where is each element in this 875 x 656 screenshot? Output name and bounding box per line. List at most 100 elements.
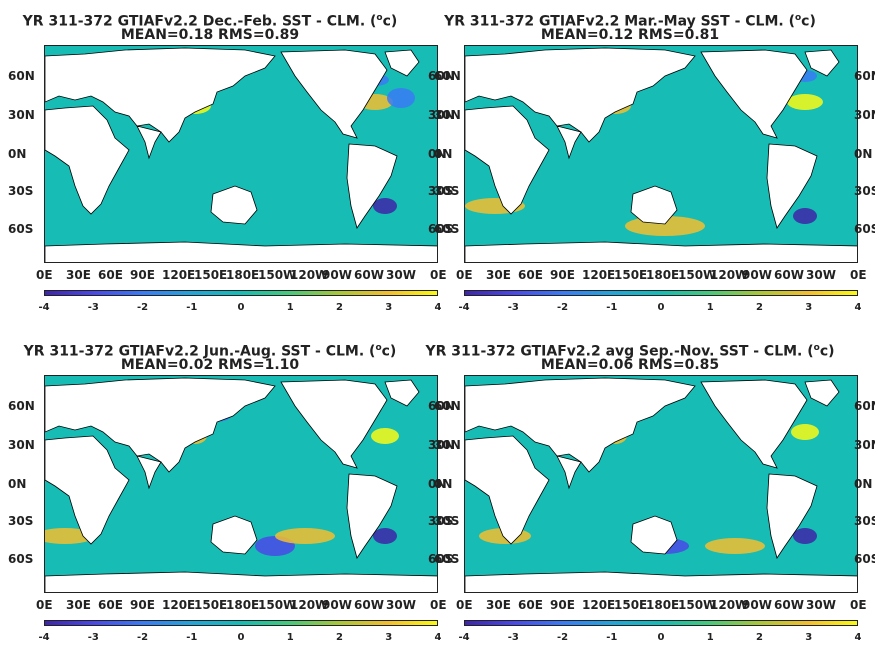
- lon-tick: 150W: [258, 268, 297, 282]
- lon-tick: 60E: [518, 268, 543, 282]
- lat-tick-left: 60S: [8, 552, 34, 566]
- lat-tick-right: 30N: [854, 108, 875, 122]
- lat-tick-right: 60N: [854, 69, 875, 83]
- landmass: [556, 455, 582, 490]
- lon-tick: 120E: [582, 268, 616, 282]
- sst-anomaly-map: [464, 45, 858, 263]
- lat-tick-left: 0N: [8, 147, 27, 161]
- panel-son: YR 311-372 GTIAFv2.2 avg Sep.-Nov. SST -…: [420, 330, 875, 650]
- lat-tick-right: 60N: [854, 399, 875, 413]
- anomaly-patch: [371, 428, 399, 444]
- lon-tick: 30E: [66, 598, 91, 612]
- lat-tick-right: 30S: [434, 514, 460, 528]
- chart-title-text: YR 311-372 GTIAFv2.2 Jun.-Aug. SST - CLM…: [23, 343, 376, 360]
- lon-tick: 60W: [774, 268, 804, 282]
- landmass: [45, 241, 437, 262]
- lon-tick: 0E: [456, 598, 473, 612]
- lon-tick: 120E: [162, 598, 196, 612]
- colorbar: [464, 290, 858, 296]
- landmass: [384, 379, 420, 407]
- lon-tick: 60W: [774, 598, 804, 612]
- anomaly-patch: [793, 208, 817, 224]
- lon-tick: 30E: [66, 268, 91, 282]
- lon-tick: 150W: [678, 268, 717, 282]
- lat-tick-left: 30S: [8, 514, 34, 528]
- colorbar: [464, 620, 858, 626]
- lat-tick-left: 60N: [428, 69, 455, 83]
- chart-stats: MEAN=0.12 RMS=0.81: [540, 27, 720, 43]
- lon-tick: 60W: [354, 268, 384, 282]
- lon-tick: 120E: [162, 268, 196, 282]
- landmass: [384, 49, 420, 77]
- degree-sup: o: [794, 13, 802, 23]
- chart-title: YR 311-372 GTIAFv2.2 Jun.-Aug. SST - CLM…: [0, 340, 420, 360]
- landmass: [465, 241, 857, 262]
- colorbar-tick: 3: [805, 632, 813, 643]
- lat-tick-right: 60S: [854, 222, 875, 236]
- lon-tick: 30W: [386, 268, 416, 282]
- colorbar-tick: -4: [458, 302, 470, 313]
- lat-tick-left: 60N: [8, 399, 35, 413]
- chart-stats: MEAN=0.06 RMS=0.85: [540, 357, 720, 373]
- landmass: [280, 49, 388, 139]
- lon-tick: 0E: [850, 268, 867, 282]
- lon-tick: 150E: [614, 268, 648, 282]
- lon-tick: 90W: [322, 598, 352, 612]
- lon-tick: 90E: [130, 268, 155, 282]
- colorbar-tick: 2: [336, 632, 343, 643]
- landmass: [630, 515, 678, 555]
- lat-tick-right: 30N: [434, 108, 461, 122]
- colorbar-tick: -4: [458, 632, 470, 643]
- lon-tick: 120E: [582, 598, 616, 612]
- panel-mam: YR 311-372 GTIAFv2.2 Mar.-May SST - CLM.…: [420, 0, 875, 320]
- lon-tick: 90W: [742, 268, 772, 282]
- lat-tick-left: 30N: [8, 438, 35, 452]
- landmass: [346, 143, 398, 229]
- lat-tick-right: 0N: [434, 147, 453, 161]
- lon-tick: 0E: [456, 268, 473, 282]
- anomaly-patch: [387, 88, 415, 108]
- colorbar-tick: -1: [186, 632, 198, 643]
- map-canvas: [465, 376, 857, 592]
- landmass: [45, 377, 276, 473]
- lat-tick-right: 30N: [434, 438, 461, 452]
- lon-tick: 30W: [386, 598, 416, 612]
- lon-tick: 150E: [614, 598, 648, 612]
- chart-title: YR 311-372 GTIAFv2.2 Mar.-May SST - CLM.…: [420, 10, 840, 30]
- colorbar-tick: -1: [606, 302, 618, 313]
- lat-tick-right: 60S: [854, 552, 875, 566]
- landmass: [556, 125, 582, 160]
- lat-tick-left: 30S: [428, 184, 454, 198]
- degree-sup: o: [376, 13, 383, 23]
- lat-tick-right: 30S: [854, 184, 875, 198]
- landmass: [465, 571, 857, 592]
- lon-tick: 120W: [710, 598, 749, 612]
- landmass: [700, 379, 808, 469]
- lat-tick-left: 60N: [428, 399, 455, 413]
- chart-stats: MEAN=0.02 RMS=1.10: [120, 357, 300, 373]
- colorbar-tick: 4: [434, 632, 442, 643]
- lat-tick-right: 0N: [434, 477, 453, 491]
- colorbar-tick: -2: [136, 302, 149, 313]
- lat-tick-left: 30S: [8, 184, 34, 198]
- lon-tick: 30W: [806, 598, 836, 612]
- landmass: [210, 185, 258, 225]
- chart-title-unit: c): [381, 343, 397, 360]
- landmass: [766, 143, 818, 229]
- colorbar-tick: 1: [286, 302, 294, 313]
- lon-tick: 0E: [430, 268, 447, 282]
- chart-title-text: YR 311-372 GTIAFv2.2 Dec.-Feb. SST - CLM…: [22, 13, 377, 30]
- colorbar-tick: 3: [385, 302, 393, 313]
- colorbar-tick: -3: [507, 302, 519, 313]
- panel-djf: YR 311-372 GTIAFv2.2 Dec.-Feb. SST - CLM…: [0, 0, 461, 320]
- lon-tick: 60E: [98, 598, 123, 612]
- lon-tick: 90E: [130, 598, 155, 612]
- landmass: [136, 125, 162, 160]
- landmass: [465, 105, 550, 215]
- landmass: [45, 47, 276, 143]
- lon-tick: 150W: [258, 598, 297, 612]
- lat-tick-left: 0N: [428, 477, 447, 491]
- lat-tick-left: 30N: [8, 108, 35, 122]
- landmass: [45, 571, 437, 592]
- degree-sup: o: [813, 343, 820, 353]
